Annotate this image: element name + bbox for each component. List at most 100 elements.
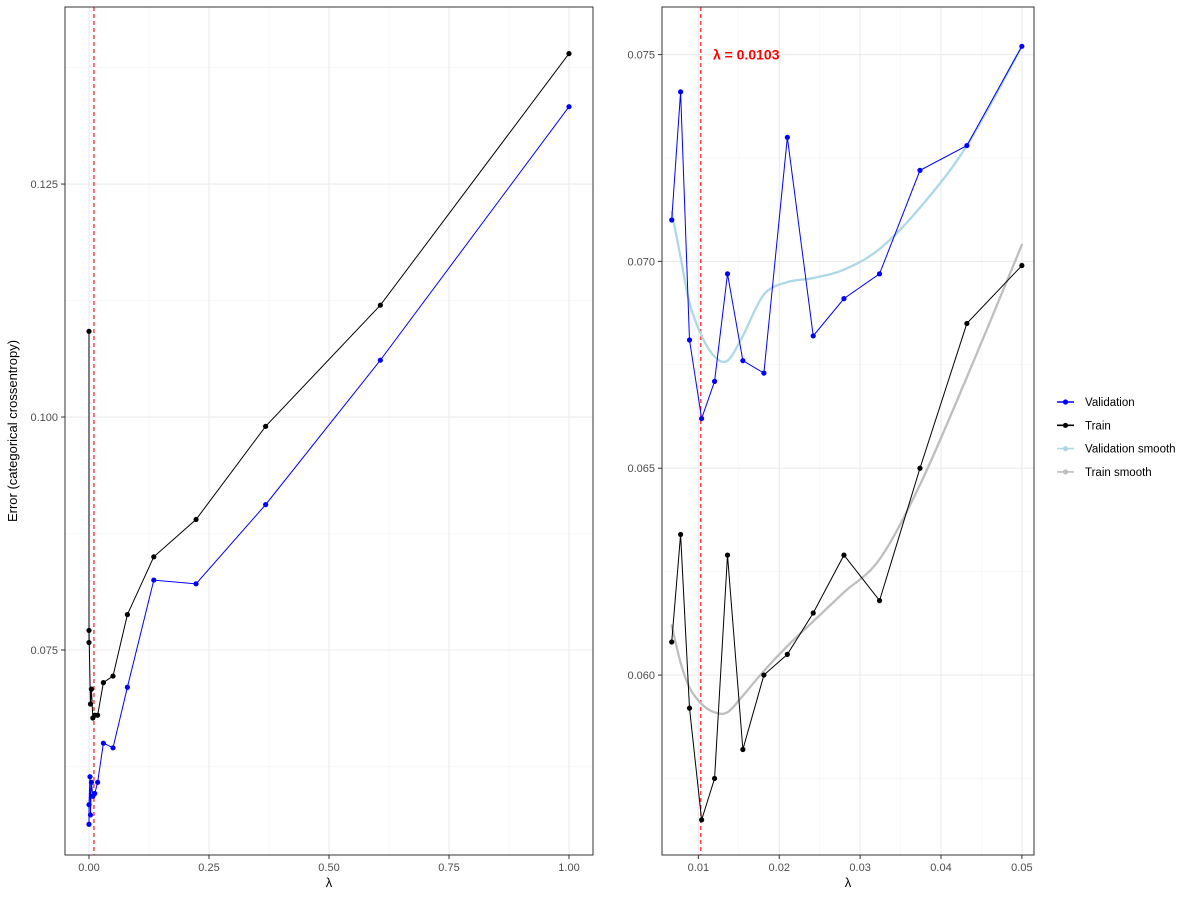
data-point-train-15 [566,50,572,57]
legend-key-point [1062,422,1069,428]
series-train-smooth [670,243,1024,716]
data-point-train-10 [124,611,130,618]
data-point-train-6 [740,746,746,753]
data-point-train-8 [784,651,790,657]
smooth-line-validation-smooth [670,45,1024,364]
series-validation-smooth [670,45,1024,364]
x-tick-label: 0.03 [849,862,870,874]
series-line-train [88,53,570,720]
data-point-validation-11 [151,577,157,583]
legend-label: Train [1085,420,1111,432]
data-point-train-4 [711,775,718,782]
data-point-train-3 [699,817,705,823]
data-point-validation-9 [110,745,116,751]
data-point-validation-3 [87,812,94,818]
data-point-validation-12 [193,581,199,587]
data-point-train-0 [669,639,675,645]
series-line-validation [88,106,570,825]
right-panel: λ = 0.0103 0.01 0.02 0.03 0.04 0.05 0.060 0.065… [627,6,1035,890]
y-tick-label: 0.125 [30,179,58,191]
x-tick-label: 0.04 [930,862,951,874]
data-point-train-7 [761,672,767,678]
data-point-validation-0 [669,217,675,223]
y-tick-label: 0.070 [627,256,655,268]
legend-label: Validation smooth [1085,444,1176,456]
data-point-validation-13 [263,502,269,508]
legend-key-point [1062,469,1069,475]
data-point-train-12 [193,516,199,523]
data-point-validation-1 [678,89,684,95]
data-point-validation-9 [810,333,816,339]
data-point-validation-12 [917,167,923,173]
series-validation [86,104,572,827]
legend-label: Validation [1085,397,1135,409]
series-validation [669,43,1025,422]
data-point-train-14 [1019,262,1025,269]
y-tick-label: 0.100 [30,412,58,424]
data-point-train-5 [724,552,731,558]
data-point-train-7 [95,712,101,718]
left-panel: 0.00 0.25 0.50 0.75 1.00 0.075 0.100 0.125 λ Erro… [5,6,594,890]
data-point-validation-11 [876,271,883,277]
data-point-train-11 [876,598,883,604]
y-tick-label: 0.075 [627,50,655,62]
data-point-train-13 [263,423,269,429]
data-point-validation-5 [724,271,731,277]
x-tick-label: 1.00 [558,862,579,874]
data-point-train-1 [678,531,684,538]
data-point-train-2 [86,627,92,634]
data-point-validation-14 [377,357,383,363]
smooth-line-train-smooth [670,243,1024,716]
panel-border [661,6,1035,856]
x-tick-label: 0.25 [198,862,219,874]
data-point-validation-3 [699,415,705,422]
data-point-validation-10 [841,296,847,302]
data-point-validation-2 [686,337,693,343]
series-train [86,50,572,721]
data-point-validation-2 [87,774,93,780]
legend: Validation Train Validation smooth Train sm… [1057,397,1176,479]
x-tick-label: 0.75 [438,862,459,874]
x-tick-label: 0.50 [318,862,339,874]
data-point-validation-10 [124,684,130,690]
legend-key-point [1062,399,1069,405]
y-tick-label: 0.065 [627,463,655,475]
data-point-validation-1 [86,802,92,808]
x-tick-label: 0.00 [78,862,99,874]
data-point-validation-8 [784,134,790,140]
data-point-validation-7 [761,370,767,376]
data-point-train-4 [88,686,94,692]
major-grid [65,7,593,855]
data-point-train-11 [151,554,157,560]
data-point-validation-13 [964,142,970,149]
data-point-train-9 [810,610,816,616]
data-point-train-9 [110,673,116,679]
minor-grid [662,7,1034,855]
data-point-train-10 [841,552,847,558]
series-train [669,262,1025,823]
x-tick-label: 0.05 [1011,862,1032,874]
data-point-validation-4 [711,378,718,384]
x-axis-title: λ [326,875,333,890]
y-axis-title: Error (categorical crossentropy) [5,340,20,522]
legend-item-train: Train [1057,420,1111,432]
data-point-train-8 [100,680,106,686]
data-point-train-1 [86,639,92,646]
legend-item-validation-smooth: Validation smooth [1057,444,1176,456]
data-point-train-13 [964,320,970,327]
legend-item-train-smooth: Train smooth [1057,467,1152,479]
data-point-train-0 [86,328,92,334]
data-point-validation-14 [1019,43,1025,49]
y-tick-label: 0.075 [30,645,58,657]
legend-label: Train smooth [1085,467,1152,479]
x-tick-label: 0.01 [688,862,709,874]
data-point-train-2 [686,705,693,711]
data-point-validation-7 [95,779,101,785]
x-axis-title: λ [845,875,852,890]
legend-item-validation: Validation [1057,397,1135,409]
data-point-validation-6 [92,790,98,797]
data-point-validation-15 [566,104,572,110]
lambda-annotation: λ = 0.0103 [713,47,780,63]
